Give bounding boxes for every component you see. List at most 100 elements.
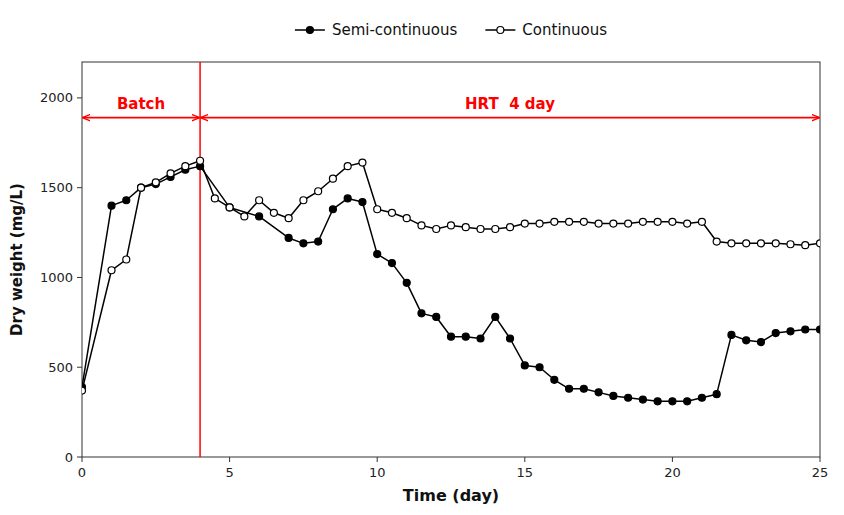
data-point <box>757 240 764 247</box>
legend-item: Semi-continuous <box>295 21 458 39</box>
data-point <box>270 209 277 216</box>
data-point <box>197 157 204 164</box>
data-point <box>477 335 484 342</box>
x-tick <box>672 457 673 462</box>
data-point <box>625 394 632 401</box>
data-point <box>713 391 720 398</box>
x-tick-label: 10 <box>369 465 386 480</box>
data-point <box>566 385 573 392</box>
data-point <box>123 197 130 204</box>
data-point <box>462 333 469 340</box>
annotation-label: HRT 4 day <box>465 95 555 113</box>
legend-marker <box>306 27 313 34</box>
data-point <box>580 385 587 392</box>
data-point <box>329 175 336 182</box>
legend: Semi-continuous Continuous <box>295 21 607 39</box>
chart: 05101520250500100015002000Time (day)Dry … <box>0 0 844 515</box>
data-point <box>654 218 661 225</box>
plot-area <box>82 62 820 457</box>
data-point <box>492 225 499 232</box>
x-tick <box>377 457 378 462</box>
data-point <box>433 225 440 232</box>
data-point <box>639 218 646 225</box>
data-point <box>595 220 602 227</box>
data-point <box>211 195 218 202</box>
data-point <box>743 337 750 344</box>
data-point <box>462 224 469 231</box>
data-point <box>492 313 499 320</box>
y-tick-label: 2000 <box>40 90 73 105</box>
data-point <box>787 328 794 335</box>
data-point <box>167 170 174 177</box>
data-point <box>344 163 351 170</box>
data-point <box>108 267 115 274</box>
data-point <box>772 330 779 337</box>
data-point <box>403 215 410 222</box>
data-point <box>403 279 410 286</box>
x-tick-label: 0 <box>78 465 86 480</box>
data-point <box>226 204 233 211</box>
data-point <box>256 197 263 204</box>
data-point <box>256 213 263 220</box>
data-point <box>300 197 307 204</box>
data-point <box>388 209 395 216</box>
y-tick-label: 0 <box>65 450 73 465</box>
data-point <box>595 389 602 396</box>
data-point <box>551 376 558 383</box>
data-point <box>580 218 587 225</box>
data-point <box>698 218 705 225</box>
data-point <box>300 240 307 247</box>
legend-item: Continuous <box>485 21 607 39</box>
x-tick <box>820 457 821 462</box>
data-point <box>418 222 425 229</box>
y-tick <box>77 187 82 188</box>
data-point <box>757 339 764 346</box>
data-point <box>521 220 528 227</box>
series-line <box>82 166 820 401</box>
data-point <box>507 224 514 231</box>
data-point <box>108 202 115 209</box>
data-point <box>138 184 145 191</box>
y-tick <box>77 457 82 458</box>
data-point <box>388 260 395 267</box>
x-tick <box>524 457 525 462</box>
data-point <box>315 238 322 245</box>
data-point <box>418 310 425 317</box>
data-point <box>329 206 336 213</box>
data-point <box>315 188 322 195</box>
data-point <box>551 218 558 225</box>
data-point <box>359 159 366 166</box>
vertical-line <box>199 62 201 457</box>
data-point <box>669 398 676 405</box>
data-point <box>743 240 750 247</box>
data-point <box>374 206 381 213</box>
data-point <box>226 204 233 211</box>
y-tick <box>77 97 82 98</box>
data-point <box>448 222 455 229</box>
data-point <box>684 398 691 405</box>
y-tick-label: 1000 <box>40 270 73 285</box>
plot-frame <box>82 62 820 457</box>
range-arrow <box>201 117 819 119</box>
x-axis-label: Time (day) <box>403 486 499 505</box>
x-tick-label: 15 <box>517 465 534 480</box>
data-point <box>817 326 821 333</box>
data-point <box>698 394 705 401</box>
data-point <box>772 240 779 247</box>
data-point <box>536 364 543 371</box>
x-tick <box>229 457 230 462</box>
y-tick <box>77 367 82 368</box>
data-point <box>654 398 661 405</box>
x-tick-label: 25 <box>812 465 829 480</box>
data-point <box>566 218 573 225</box>
data-point <box>787 241 794 248</box>
data-point <box>713 238 720 245</box>
data-point <box>433 313 440 320</box>
data-point <box>802 326 809 333</box>
data-point <box>802 242 809 249</box>
data-point <box>507 335 514 342</box>
legend-label: Semi-continuous <box>332 21 458 39</box>
x-tick-label: 5 <box>225 465 233 480</box>
y-tick-label: 1500 <box>40 180 73 195</box>
y-tick <box>77 277 82 278</box>
